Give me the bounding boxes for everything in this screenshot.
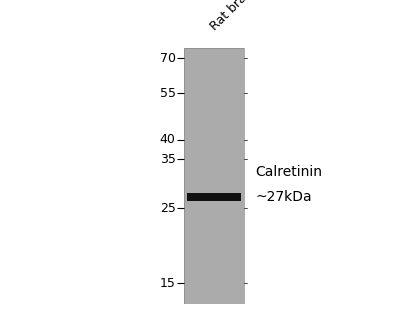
Text: Rat brain: Rat brain [208,0,258,33]
Text: 25: 25 [160,202,176,215]
Bar [184,48,244,304]
Text: 70: 70 [160,52,176,65]
Bar [184,48,244,304]
Text: 55: 55 [160,87,176,100]
Bar [188,193,241,201]
Text: ~27kDa: ~27kDa [256,190,312,204]
Text: 40: 40 [160,133,176,146]
Text: 35: 35 [160,153,176,166]
Text: 15: 15 [160,276,176,290]
Text: Calretinin: Calretinin [256,165,322,180]
